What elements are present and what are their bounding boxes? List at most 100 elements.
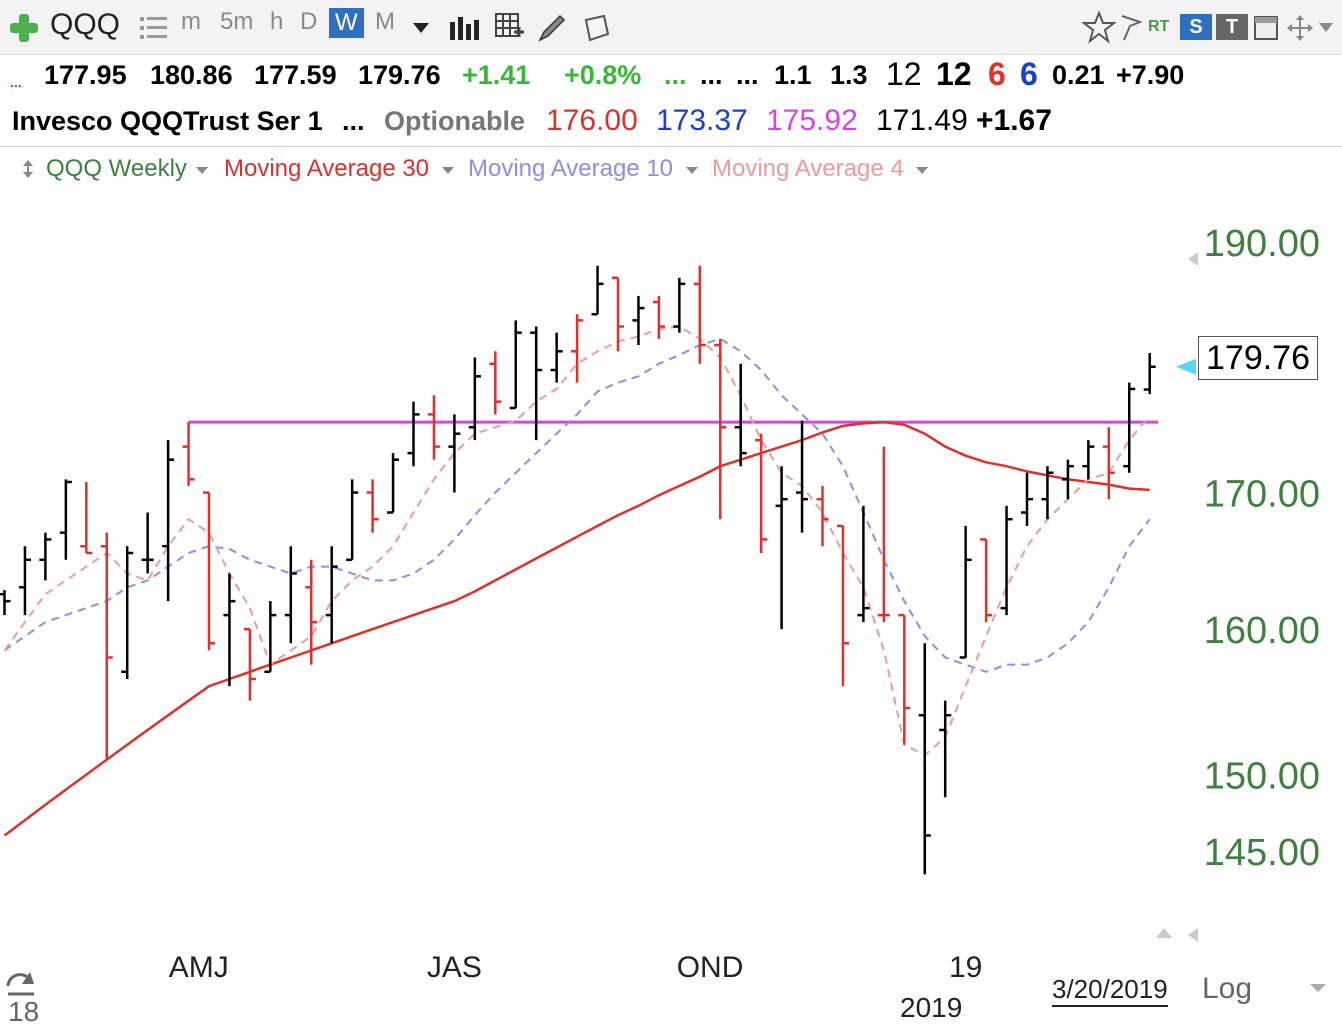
scroll-left-icon[interactable] (1188, 252, 1198, 266)
ohlc-bar (1123, 382, 1136, 473)
star-icon[interactable] (1082, 10, 1116, 44)
ohlc-bar (59, 479, 72, 560)
ma4-value: 175.92 (766, 104, 858, 137)
close-value: 179.76 (358, 60, 441, 90)
legend-ma10[interactable]: Moving Average 10 (468, 155, 674, 182)
timeframe-5m-button[interactable]: 5m (220, 8, 254, 35)
chevron-down-icon[interactable] (916, 167, 928, 175)
ohlc-bar (366, 479, 379, 533)
ohlc-bar (243, 627, 256, 701)
ohlc-bar (223, 573, 236, 687)
ohlc-bar (775, 466, 788, 630)
rank-value: 12 (936, 56, 972, 92)
scroll-up-icon[interactable] (1156, 928, 1172, 938)
rank-value: 12 (886, 56, 922, 92)
pencil-icon[interactable] (536, 12, 568, 44)
chart-legend: QQQ Weekly Moving Average 30 Moving Aver… (0, 146, 1342, 191)
ohlc-bar (468, 357, 481, 441)
timeframe-h-button[interactable]: h (270, 8, 284, 35)
high-value: 180.86 (150, 60, 233, 90)
prior-value: 171.49 (876, 104, 968, 137)
ohlc-bar (80, 481, 93, 555)
resize-icon[interactable] (22, 159, 34, 179)
ohlc-bar (264, 601, 277, 674)
scroll-left-icon[interactable] (1188, 928, 1198, 942)
y-tick-label: 145.00 (1204, 832, 1320, 874)
ohlc-bar (448, 414, 461, 493)
chevron-down-icon[interactable] (442, 167, 454, 175)
symbol-field[interactable]: QQQ (50, 8, 121, 41)
ma10-line (3, 337, 1151, 673)
ratio-value: 1.1 (774, 60, 812, 90)
legend-ma30[interactable]: Moving Average 30 (224, 155, 430, 182)
info-ellipsis: ... (342, 106, 365, 136)
ohlc-bar (203, 491, 215, 651)
ohlc-bar (980, 538, 993, 623)
quote-ellipsis: ... (700, 60, 723, 90)
ohlc-bar (18, 546, 31, 616)
notes-icon[interactable] (580, 12, 612, 44)
timeframe-d-button[interactable]: D (300, 8, 318, 35)
legend-main-series[interactable]: QQQ Weekly (46, 155, 187, 182)
move-icon[interactable] (1286, 14, 1314, 42)
ohlc-bar (612, 276, 624, 352)
year-label: 2019 (900, 992, 963, 1023)
ohlc-bar (509, 320, 522, 410)
timeframe-w-button[interactable]: W (329, 8, 364, 38)
t-badge[interactable]: T (1216, 14, 1248, 40)
low-value: 177.59 (254, 60, 337, 90)
chevron-down-icon[interactable] (686, 167, 698, 175)
ohlc-bar (0, 590, 11, 616)
price-chart[interactable]: 190.00 170.00 160.00 150.00 145.00 AMJ JAS OND… (0, 190, 1342, 1036)
bar-chart-icon[interactable] (448, 14, 480, 42)
open-value: 177.95 (44, 60, 127, 90)
ohlc-bar (387, 453, 400, 514)
change-value: +1.41 (462, 60, 531, 90)
ohlc-bar (1143, 353, 1156, 395)
ohlc-bar (591, 265, 604, 316)
ohlc-bar (898, 613, 911, 745)
date-label[interactable]: 3/20/2019 (1052, 974, 1168, 1007)
list-icon[interactable] (140, 14, 168, 42)
ohlc-bar (714, 338, 727, 520)
count-value: 6 (1020, 56, 1038, 92)
ratio-value: 0.21 (1052, 60, 1105, 90)
timeframe-month-button[interactable]: M (375, 8, 395, 35)
quote-ellipsis: ... (736, 60, 759, 90)
ohlc-bar (939, 700, 952, 798)
scroll-down-icon[interactable] (1310, 984, 1326, 992)
ohlc-bar (1021, 472, 1033, 526)
ohlc-bar (836, 524, 849, 687)
ohlc-bar (182, 422, 195, 486)
ohlc-bar (857, 505, 870, 623)
rt-badge[interactable]: RT (1148, 18, 1170, 35)
last-price-arrow (1176, 358, 1196, 375)
ohlc-bar (325, 546, 338, 644)
log-scale-toggle[interactable]: Log (1202, 972, 1253, 1005)
chevron-down-icon[interactable] (1318, 22, 1334, 34)
grid-icon[interactable] (494, 12, 526, 44)
ma30-line (3, 420, 1150, 837)
chevron-down-icon[interactable] (196, 167, 208, 175)
x-tick-label: JAS (427, 951, 482, 984)
timeframe-m-button[interactable]: m (181, 8, 201, 35)
security-name: Invesco QQQTrust Ser 1 (12, 106, 323, 136)
refresh-icon[interactable] (6, 972, 34, 996)
add-symbol-icon[interactable] (8, 12, 40, 44)
chevron-down-icon[interactable] (412, 22, 430, 34)
count-value: 6 (988, 56, 1006, 92)
s-badge[interactable]: S (1180, 14, 1212, 40)
year-label-left: 18 (8, 996, 40, 1027)
flag-icon[interactable] (1120, 14, 1142, 42)
ohlc-bar (816, 485, 829, 547)
quote-ellipsis: ... (664, 60, 687, 90)
legend-ma4[interactable]: Moving Average 4 (712, 155, 904, 182)
ohlc-bar (530, 326, 543, 441)
last-price-label: 179.76 (1198, 336, 1318, 380)
ohlc-bar (918, 643, 931, 875)
ohlc-bar (959, 525, 972, 659)
ohlc-bar (1102, 427, 1115, 500)
ohlc-bar (734, 363, 747, 467)
window-icon[interactable] (1252, 14, 1280, 42)
ohlc-bar (305, 559, 318, 665)
